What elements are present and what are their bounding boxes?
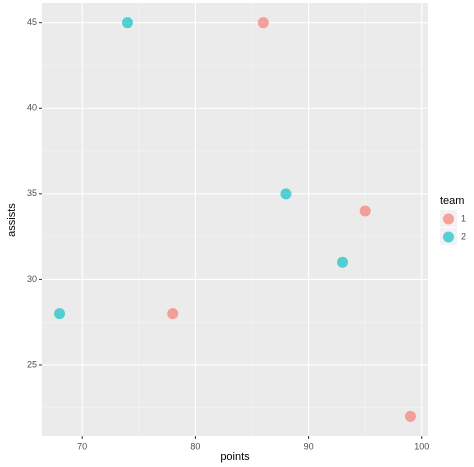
- x-tick-label: 70: [77, 441, 87, 451]
- point: [337, 256, 349, 268]
- panel: [42, 3, 428, 436]
- legend-label: 2: [461, 231, 466, 241]
- y-tick-label: 30: [27, 274, 37, 284]
- point: [359, 205, 371, 217]
- legend-key: [443, 231, 454, 243]
- point: [54, 308, 66, 320]
- point: [280, 188, 292, 200]
- legend-title: team: [440, 195, 464, 207]
- point: [121, 17, 133, 29]
- y-tick-label: 35: [27, 188, 37, 198]
- y-tick-label: 45: [27, 17, 37, 27]
- x-tick-label: 80: [190, 441, 200, 451]
- point: [257, 17, 269, 29]
- x-axis-title: points: [220, 451, 250, 463]
- point: [167, 308, 179, 320]
- y-axis-title: assists: [6, 203, 18, 237]
- x-tick-label: 100: [414, 441, 429, 451]
- legend-key: [443, 213, 454, 225]
- point: [404, 410, 416, 422]
- x-tick-label: 90: [304, 441, 314, 451]
- y-tick-label: 25: [27, 359, 37, 369]
- y-tick-label: 40: [27, 103, 37, 113]
- legend-label: 1: [461, 213, 466, 223]
